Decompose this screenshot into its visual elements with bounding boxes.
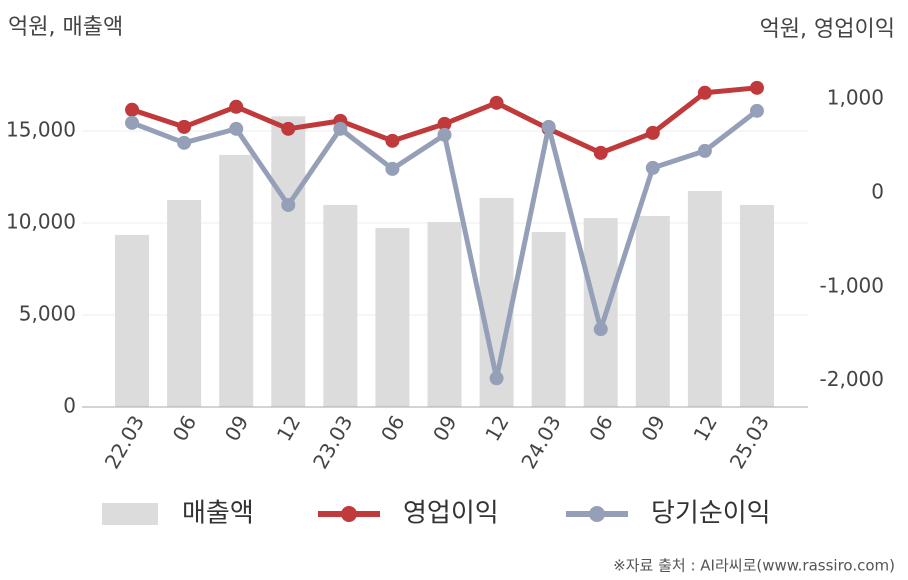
- point: [749, 103, 764, 118]
- legend-swatch: [589, 506, 605, 522]
- bar: [375, 227, 410, 407]
- y-axis-label: 억원, 매출액: [8, 15, 123, 40]
- y2-tick-label: 1,000: [827, 86, 884, 110]
- y-tick-label: 5,000: [19, 302, 76, 326]
- legend-swatch: [102, 503, 158, 525]
- point: [437, 127, 452, 142]
- point: [697, 143, 712, 158]
- bar: [427, 222, 462, 407]
- bar: [323, 204, 358, 407]
- x-tick-label: 25.03: [725, 411, 774, 473]
- x-tick-label: 06: [584, 411, 618, 445]
- point: [281, 121, 296, 136]
- point: [385, 161, 400, 176]
- y2-tick-label: -2,000: [820, 367, 884, 391]
- point: [645, 160, 660, 175]
- y-tick-label: 15,000: [6, 118, 76, 142]
- x-tick-label: 22.03: [100, 411, 149, 473]
- legend-label: 영업이익: [403, 499, 499, 529]
- point: [125, 115, 140, 130]
- bar: [167, 200, 202, 407]
- point: [489, 371, 504, 386]
- point: [541, 119, 556, 134]
- y-tick-label: 0: [63, 394, 76, 418]
- x-tick-label: 23.03: [308, 411, 357, 473]
- bar: [583, 218, 618, 407]
- point: [437, 116, 452, 131]
- legend-swatch: [341, 506, 357, 522]
- point: [697, 85, 712, 100]
- source: ※자료 출처 : AI라씨로(www.rassiro.com): [613, 557, 895, 575]
- y2-tick-label: 0: [871, 179, 884, 203]
- bar: [531, 232, 566, 407]
- point: [125, 102, 140, 117]
- point: [229, 121, 244, 136]
- x-tick-label: 12: [688, 411, 722, 445]
- legend-label: 매출액: [182, 499, 254, 529]
- point: [281, 197, 296, 212]
- x-tick-label: 06: [168, 411, 202, 445]
- point: [177, 135, 192, 150]
- point: [593, 145, 608, 160]
- bar: [271, 116, 306, 407]
- point: [177, 119, 192, 134]
- point: [645, 125, 660, 140]
- point: [489, 95, 504, 110]
- x-tick-label: 12: [480, 411, 514, 445]
- x-tick-label: 09: [636, 411, 670, 445]
- legend-label: 당기순이익: [651, 499, 771, 529]
- bar: [635, 216, 670, 407]
- x-tick-label: 09: [428, 411, 462, 445]
- x-tick-label: 06: [376, 411, 410, 445]
- point: [385, 133, 400, 148]
- x-tick-label: 12: [272, 411, 306, 445]
- x-tick-label: 09: [220, 411, 254, 445]
- bar: [219, 154, 254, 407]
- point: [229, 99, 244, 114]
- point: [593, 322, 608, 337]
- y2-tick-label: -1,000: [820, 273, 884, 297]
- point: [333, 121, 348, 136]
- y2-axis-label: 억원, 영업이익: [760, 17, 895, 42]
- bar: [739, 204, 774, 407]
- bar: [687, 190, 722, 407]
- y-tick-label: 10,000: [6, 210, 76, 234]
- x-tick-label: 24.03: [516, 411, 565, 473]
- point: [749, 80, 764, 95]
- bar: [115, 234, 150, 407]
